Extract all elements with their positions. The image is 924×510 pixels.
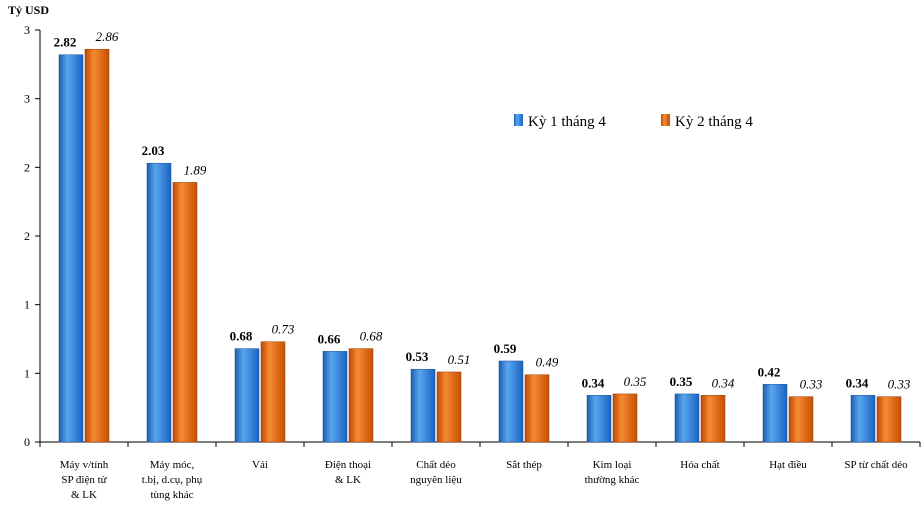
x-category-label: Hóa chất [680, 459, 719, 471]
data-label-series-2: 0.35 [624, 374, 647, 389]
x-category-label: Điện thoại & LK [325, 459, 371, 486]
x-category-label: Máy móc, t.bị, d.cụ, phụ tùng khác [142, 459, 203, 501]
y-ticks: 0 1 1 2 2 3 3 [24, 23, 40, 449]
data-label-series-1: 0.59 [494, 341, 517, 356]
y-tick-label: 1 [24, 366, 30, 380]
bar-series-2 [524, 374, 550, 443]
bar-series-2 [260, 341, 286, 443]
x-category-label-line: Hạt điều [769, 459, 807, 471]
bar-series-2 [84, 48, 110, 443]
legend: Kỳ 1 tháng 4 Kỳ 2 tháng 4 [514, 114, 753, 130]
x-category-label-line: thường khác [585, 474, 640, 486]
bar-series-1 [850, 395, 876, 443]
x-category-label-line: Máy móc, [150, 459, 195, 471]
bar-series-1 [762, 384, 788, 443]
y-tick-label: 1 [24, 298, 30, 312]
bar-series-2 [876, 396, 902, 443]
x-category-label: SP từ chất dẻo [844, 459, 908, 471]
bar-series-2 [172, 182, 198, 443]
y-tick-label: 3 [24, 92, 30, 106]
x-category-labels: Máy v/tính SP điện tử & LK Máy móc, t.bị, d.… [60, 459, 908, 501]
x-category-label-line: Máy v/tính [60, 459, 109, 471]
bar-series-2 [788, 396, 814, 443]
bars [58, 48, 902, 443]
data-label-series-2: 0.33 [888, 377, 911, 392]
x-category-label-line: Hóa chất [680, 459, 719, 471]
x-category-label: Chất dẻo nguyên liệu [410, 459, 462, 486]
y-tick-label: 2 [24, 160, 30, 174]
data-label-series-2: 0.49 [536, 355, 559, 370]
bar-series-1 [586, 395, 612, 443]
x-category-label: Máy v/tính SP điện tử & LK [60, 459, 109, 501]
x-category-label-line: nguyên liệu [410, 474, 462, 486]
data-label-series-2: 0.73 [272, 322, 295, 337]
y-tick-label: 2 [24, 229, 30, 243]
bar-series-2 [612, 393, 638, 443]
x-category-label-line: Kim loại [593, 459, 632, 471]
x-category-label-line: SP từ chất dẻo [844, 459, 908, 471]
data-label-series-1: 0.68 [230, 329, 253, 344]
x-category-label-line: Chất dẻo [416, 459, 456, 471]
data-label-series-2: 0.33 [800, 377, 823, 392]
axes [39, 30, 921, 447]
data-label-series-1: 0.66 [318, 331, 341, 346]
bar-series-1 [322, 351, 348, 443]
data-label-series-2: 0.68 [360, 329, 383, 344]
x-category-label-line: Vải [252, 459, 268, 471]
bar-series-1 [410, 368, 436, 443]
legend-label-series-1: Kỳ 1 tháng 4 [528, 114, 606, 130]
x-category-label-line: tùng khác [150, 489, 193, 501]
x-category-label-line: & LK [335, 474, 361, 486]
data-label-series-1: 0.53 [406, 349, 429, 364]
data-label-series-2: 1.89 [184, 162, 207, 177]
x-category-label-line: Điện thoại [325, 459, 371, 471]
bar-series-1 [498, 360, 524, 443]
bar-series-2 [436, 371, 462, 443]
legend-swatch-series-1 [514, 114, 523, 126]
x-category-label-line: & LK [71, 489, 97, 501]
legend-swatch-series-2 [661, 114, 670, 126]
x-category-label: Sắt thép [506, 459, 542, 471]
data-label-series-1: 2.03 [142, 143, 165, 158]
bar-series-2 [700, 395, 726, 443]
x-category-label-line: SP điện tử [61, 474, 107, 486]
y-axis-label: Tỷ USD [8, 3, 49, 17]
x-category-label-line: t.bị, d.cụ, phụ [142, 474, 203, 486]
x-category-label: Vải [252, 459, 268, 471]
data-label-series-1: 0.34 [846, 375, 869, 390]
data-label-series-2: 0.51 [448, 352, 471, 367]
bar-series-1 [674, 393, 700, 443]
data-labels: 2.82 2.86 2.03 1.89 0.68 0.73 0.66 0.68 0.53 0.51… [54, 29, 911, 391]
bar-series-2 [348, 348, 374, 443]
bar-series-1 [234, 348, 260, 443]
y-tick-label: 3 [24, 23, 30, 37]
legend-label-series-2: Kỳ 2 tháng 4 [675, 114, 753, 130]
x-category-label: Kim loại thường khác [585, 459, 640, 486]
y-tick-label: 0 [24, 435, 30, 449]
data-label-series-1: 0.34 [582, 375, 605, 390]
data-label-series-2: 2.86 [96, 29, 119, 44]
data-label-series-1: 0.35 [670, 374, 693, 389]
bar-series-1 [146, 162, 172, 443]
bar-series-1 [58, 54, 84, 443]
data-label-series-1: 2.82 [54, 35, 77, 50]
data-label-series-2: 0.34 [712, 375, 735, 390]
x-category-label-line: Sắt thép [506, 459, 542, 471]
x-category-label: Hạt điều [769, 459, 807, 471]
data-label-series-1: 0.42 [758, 364, 781, 379]
